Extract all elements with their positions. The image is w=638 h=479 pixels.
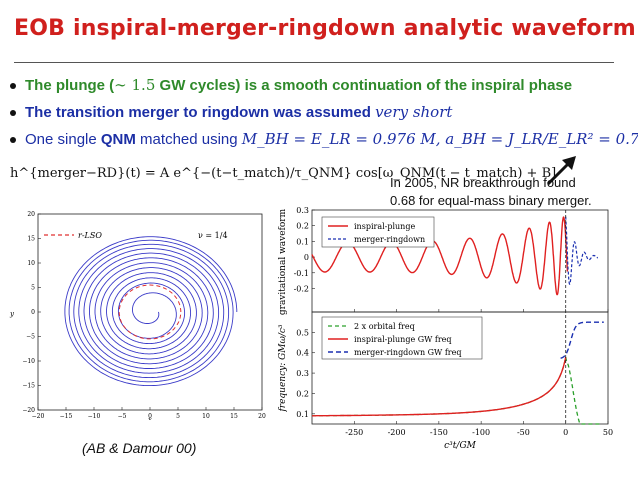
series-merger-ringdown-gw-freq — [560, 321, 604, 359]
orbit-ytick-label: 15 — [27, 236, 35, 243]
waveform-ytick-label: 0.1 — [296, 237, 309, 246]
frequency-ytick-label: 0.3 — [296, 369, 309, 378]
legend-merger-ringdown: merger-ringdown — [354, 235, 425, 244]
orbit-ytick-label: 10 — [27, 260, 35, 267]
orbit-xlabel: x — [148, 416, 152, 420]
waveform-legend: inspiral-plunge merger-ringdown — [321, 216, 435, 248]
bullet-dot — [10, 83, 16, 90]
orbit-ytick-label: 0 — [31, 309, 35, 316]
arrow-icon — [546, 156, 576, 186]
bullet-qnm: One single QNM matched using M_BH = E_LR… — [10, 130, 638, 149]
frequency-legend: 2 x orbital freq inspiral-plunge GW freq… — [321, 316, 483, 360]
citation: (AB & Damour 00) — [82, 440, 197, 456]
waveform-ylabel: gravitational waveform — [278, 208, 288, 315]
frequency-xtick-label: -150 — [430, 428, 448, 437]
frequency-xtick-label: 50 — [603, 428, 613, 437]
orbit-ytick-label: −20 — [22, 407, 35, 414]
nr-note: In 2005, NR breakthrough found 0.68 for … — [390, 175, 592, 208]
orbit-spiral — [64, 236, 238, 387]
orbit-plot: −20 −15 −10 −5 0 5 10 15 20 20 15 10 5 0 −5 −10 −15 −20 r… — [9, 211, 266, 420]
orbit-ytick-label: 20 — [27, 211, 35, 218]
orbit-ytick-label: −15 — [22, 383, 35, 390]
waveform-plot: 0.3 0.2 0.1 0 -0.1 -0.2 0.5 0.4 0.3 0.2 0.1 -250 -20… — [278, 206, 614, 451]
frequency-ylabel: frequency: GMω/c³ — [278, 324, 288, 412]
series-inspiral-plunge — [311, 216, 569, 296]
orbit-ytick-label: −5 — [26, 334, 35, 341]
orbit-xtick-label: −20 — [32, 413, 45, 420]
legend-inspiral-gw: inspiral-plunge GW freq — [354, 335, 452, 344]
orbit-ytick-label: 5 — [31, 285, 35, 292]
waveform-ytick-label: -0.2 — [294, 284, 309, 293]
frequency-xtick-label: -200 — [388, 428, 406, 437]
frequency-ytick-label: 0.4 — [296, 349, 309, 358]
waveform-ytick-label: 0 — [304, 253, 309, 262]
bullet-transition: The transition merger to ringdown was as… — [10, 103, 452, 122]
orbit-lso-circle — [118, 284, 182, 340]
frequency-xtick-label: -250 — [345, 428, 363, 437]
bullet-dot — [10, 137, 16, 144]
waveform-ytick-label: 0.2 — [296, 222, 309, 231]
bullet-plunge: The plunge (∼ 1.5 GW cycles) is a smooth… — [10, 76, 572, 95]
series-inspiral-plunge-gw-freq — [312, 356, 567, 417]
orbit-ticks: −20 −15 −10 −5 0 5 10 15 20 20 15 10 5 0 −5 −10 −15 −20 — [22, 211, 266, 420]
frequency-xtick-label: 0 — [563, 428, 568, 437]
slide-title: EOB inspiral-merger-ringdown analytic wa… — [14, 16, 636, 41]
legend-2x-orbital: 2 x orbital freq — [354, 322, 415, 331]
series-2x-orbital-freq — [312, 356, 600, 425]
waveform-ytick-label: 0.3 — [296, 206, 309, 215]
frequency-ytick-label: 0.5 — [296, 328, 309, 337]
title-rule — [14, 62, 614, 63]
orbit-legend-label: r-LSO — [78, 231, 102, 240]
orbit-xtick-label: 0 — [148, 413, 152, 420]
frequency-ytick-label: 0.2 — [296, 389, 309, 398]
orbit-xtick-label: 15 — [230, 413, 238, 420]
orbit-xtick-label: 10 — [202, 413, 210, 420]
orbit-xtick-label: −5 — [118, 413, 127, 420]
legend-inspiral-plunge: inspiral-plunge — [354, 222, 415, 231]
orbit-xtick-label: −10 — [88, 413, 101, 420]
frequency-frame — [311, 311, 609, 425]
bullet-dot — [10, 110, 16, 117]
orbit-xtick-label: −15 — [60, 413, 73, 420]
orbit-xtick-label: 20 — [258, 413, 266, 420]
frequency-xtick-label: -50 — [517, 428, 530, 437]
merger-rd-formula: h^{merger−RD}(t) = A e^{−(t−t_match)/τ_Q… — [10, 166, 557, 181]
waveform-ticks: 0.3 0.2 0.1 0 -0.1 -0.2 0.5 0.4 0.3 0.2 0.1 -250 -20… — [294, 206, 614, 437]
orbit-xtick-label: 5 — [176, 413, 180, 420]
series-merger-ringdown — [565, 216, 598, 286]
orbit-nu-label: ν = 1/4 — [198, 231, 228, 240]
frequency-xlabel: c³t/GM — [444, 441, 476, 451]
frequency-ytick-label: 0.1 — [296, 410, 309, 419]
waveform-ytick-label: -0.1 — [294, 269, 309, 278]
orbit-ylabel: y — [9, 310, 15, 318]
orbit-ytick-label: −10 — [22, 358, 35, 365]
legend-merger-ringdown-gw: merger-ringdown GW freq — [354, 348, 461, 357]
frequency-xtick-label: -100 — [472, 428, 490, 437]
